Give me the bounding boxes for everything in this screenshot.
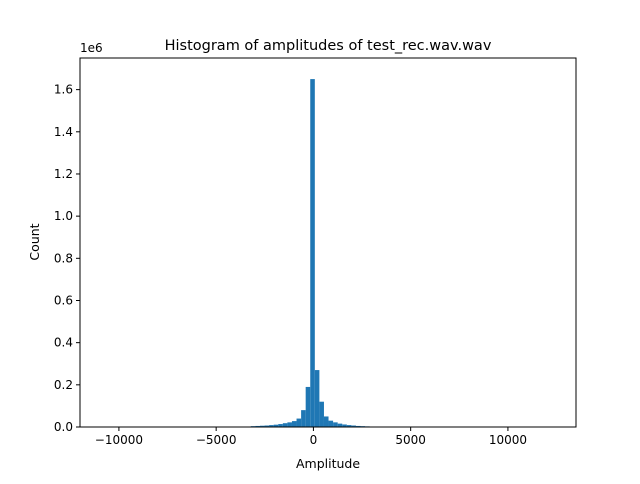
y-tick-label: 0.0	[54, 420, 73, 434]
x-tick-label: −10000	[95, 433, 143, 447]
histogram-bar-16	[324, 416, 329, 427]
histogram-bar-19	[338, 424, 343, 427]
histogram-bar-7	[283, 423, 288, 427]
histogram-bar-9	[292, 421, 297, 427]
y-tick-label: 0.8	[54, 251, 73, 265]
y-tick-label: 0.6	[54, 293, 73, 307]
histogram-bar-15	[319, 402, 324, 427]
histogram-bar-13	[310, 79, 315, 427]
x-tick-label: −5000	[196, 433, 237, 447]
y-axis-label: Count	[27, 223, 42, 260]
y-tick-label: 1.0	[54, 209, 73, 223]
histogram-bar-18	[333, 422, 338, 427]
histogram-bar-8	[287, 422, 292, 427]
histogram-bar-12	[306, 387, 311, 427]
y-offset-label: 1e6	[80, 41, 103, 55]
y-tick-label: 1.6	[54, 83, 73, 97]
y-tick-label: 1.2	[54, 167, 73, 181]
chart-title: Histogram of amplitudes of test_rec.wav.…	[165, 38, 492, 54]
histogram-bar-10	[297, 419, 302, 427]
histogram-bar-14	[315, 370, 320, 427]
x-axis-label: Amplitude	[296, 456, 360, 471]
y-tick-label: 0.2	[54, 378, 73, 392]
y-tick-label: 1.4	[54, 125, 73, 139]
x-tick-label: 0	[310, 433, 318, 447]
x-tick-label: 5000	[395, 433, 426, 447]
histogram-bar-17	[329, 421, 334, 427]
x-tick-label: 10000	[489, 433, 527, 447]
y-tick-label: 0.4	[54, 336, 73, 350]
histogram-bar-11	[301, 410, 306, 427]
